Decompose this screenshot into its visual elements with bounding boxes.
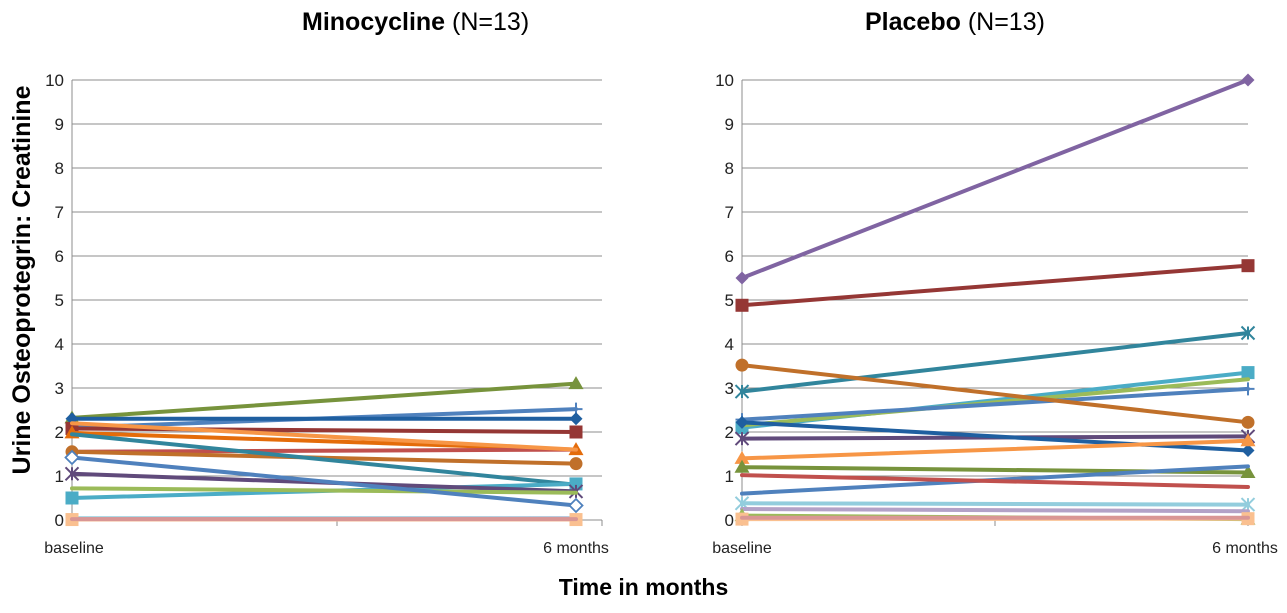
y-tick-label: 3 — [55, 379, 64, 398]
series-1 — [735, 73, 1255, 285]
series-9 — [735, 415, 1255, 457]
data-point — [1241, 415, 1255, 429]
series-12 — [64, 449, 584, 514]
y-axis-label-text: Urine Osteoprotegrin: Creatinine — [8, 85, 36, 474]
data-point — [1241, 366, 1255, 380]
y-tick-label: 1 — [55, 467, 64, 486]
y-tick-label: 0 — [55, 511, 64, 530]
series-2 — [735, 259, 1255, 312]
y-tick-label: 2 — [55, 423, 64, 442]
y-tick-label: 6 — [55, 247, 64, 266]
data-point — [734, 459, 750, 473]
series-line — [740, 438, 1250, 461]
data-point — [1240, 433, 1256, 447]
data-point — [1241, 259, 1255, 273]
series-7 — [735, 358, 1255, 429]
series-4 — [735, 366, 1255, 435]
series-line — [70, 421, 578, 452]
data-point — [1241, 382, 1255, 396]
series-line — [70, 486, 578, 495]
series-line — [740, 331, 1250, 394]
data-point — [569, 457, 583, 471]
data-point — [1241, 73, 1255, 87]
series-line — [740, 78, 1250, 280]
chart-title-minocycline: Minocycline (N=13) — [302, 8, 530, 36]
data-point — [735, 358, 749, 372]
series-line — [740, 501, 1250, 507]
data-point — [735, 415, 749, 429]
y-tick-label: 1 — [725, 467, 734, 486]
y-tick-label: 6 — [725, 247, 734, 266]
data-point — [1240, 464, 1256, 478]
data-point — [1241, 443, 1255, 457]
chart-placebo: 0 1 2 3 4 5 6 7 8 9 10 baseline 6 months — [712, 71, 1278, 557]
data-point — [735, 271, 749, 285]
data-point — [568, 497, 584, 514]
series-line — [740, 263, 1250, 308]
data-point — [1240, 497, 1256, 512]
data-point — [569, 425, 583, 439]
y-tick-label: 0 — [725, 511, 734, 530]
y-tick-label: 5 — [55, 291, 64, 310]
series-line — [740, 386, 1250, 422]
data-point — [734, 431, 750, 446]
y-tick-label: 7 — [55, 203, 64, 222]
data-point — [64, 449, 80, 466]
data-point — [65, 491, 79, 505]
chart-minocycline: 0 1 2 3 4 5 6 7 8 9 10 baseline 6 months — [44, 71, 609, 557]
data-point — [735, 298, 749, 312]
series-8 — [70, 432, 578, 487]
series-15 — [740, 507, 1250, 514]
y-tick-label: 7 — [725, 203, 734, 222]
series-14 — [734, 496, 1256, 512]
y-tick-label: 8 — [55, 159, 64, 178]
y-axis-label: Urine Osteoprotegrin: Creatinine — [2, 50, 40, 510]
series-line — [70, 455, 578, 508]
x-tick-label: 6 months — [1212, 540, 1278, 557]
y-tick-label: 9 — [725, 115, 734, 134]
series-line — [740, 473, 1250, 489]
y-tick-label: 4 — [725, 335, 734, 354]
y-tick-label: 10 — [45, 71, 64, 90]
series-13 — [740, 473, 1250, 489]
series-3 — [734, 325, 1256, 399]
series-line — [740, 507, 1250, 514]
data-point — [1240, 325, 1256, 341]
series-line — [70, 381, 578, 420]
y-tick-label: 3 — [725, 379, 734, 398]
y-tick-label: 9 — [55, 115, 64, 134]
data-point — [64, 466, 80, 482]
series-11 — [70, 486, 578, 495]
series-line — [740, 363, 1250, 425]
y-tick-label: 10 — [715, 71, 734, 90]
y-tick-label: 2 — [725, 423, 734, 442]
series-13 — [70, 421, 578, 452]
x-tick-label: baseline — [712, 540, 772, 557]
x-tick-label: 6 months — [543, 540, 609, 557]
series-6 — [70, 447, 578, 454]
data-point — [734, 450, 750, 464]
series-line — [70, 432, 578, 487]
series-10 — [734, 433, 1256, 464]
x-axis-label: Time in months — [558, 574, 729, 600]
series-6 — [735, 382, 1255, 427]
y-tick-label: 5 — [725, 291, 734, 310]
data-point — [568, 376, 584, 390]
series-line — [740, 420, 1250, 453]
y-tick-label: 8 — [725, 159, 734, 178]
chart-title-placebo: Placebo (N=13) — [865, 8, 1045, 36]
data-point — [734, 384, 750, 399]
series-line — [70, 447, 578, 454]
y-tick-label: 4 — [55, 335, 64, 354]
data-point — [569, 412, 583, 426]
series-1 — [64, 376, 584, 424]
x-tick-label: baseline — [44, 540, 104, 557]
